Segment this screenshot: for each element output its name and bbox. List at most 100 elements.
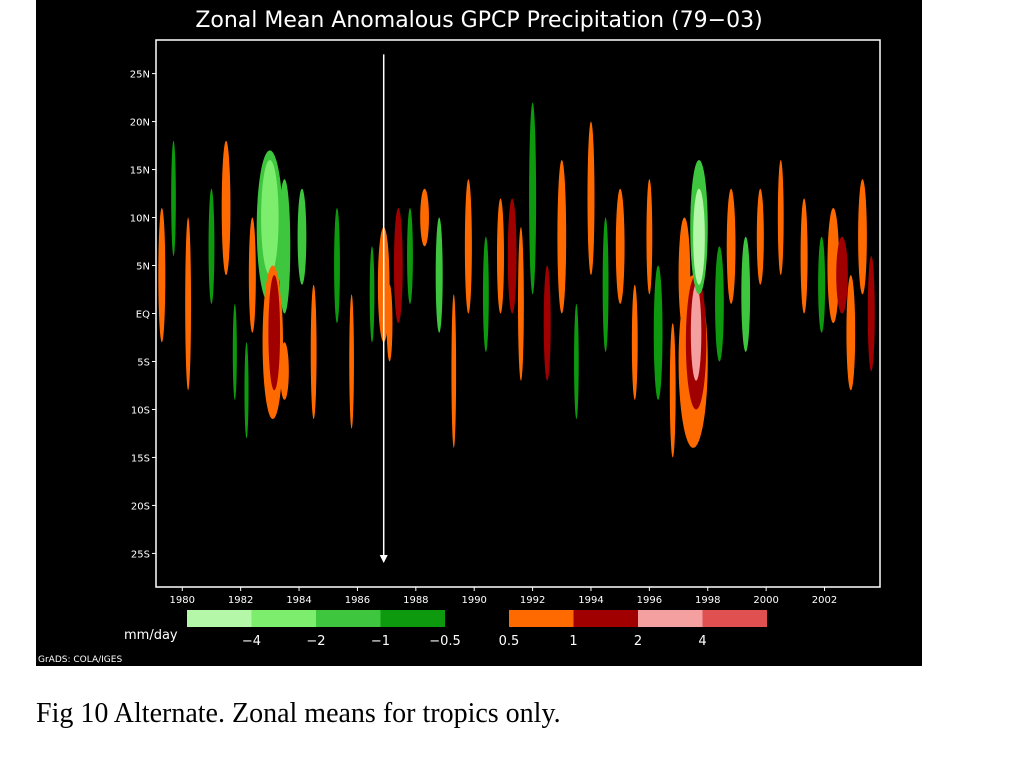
y-tick-label: 20S bbox=[131, 501, 150, 512]
colorbar-negative-segment bbox=[316, 610, 381, 627]
positive-anomaly-patch bbox=[726, 188, 736, 304]
footer-credit: GrADS: COLA/IGES bbox=[38, 655, 122, 665]
negative-anomaly-patch bbox=[232, 303, 237, 400]
positive-anomaly-patch bbox=[386, 284, 393, 362]
y-tick-label: EQ bbox=[136, 310, 150, 321]
chart-title: Zonal Mean Anomalous GPCP Precipitation … bbox=[195, 8, 762, 33]
colorbar-positive-segment bbox=[638, 610, 703, 627]
negative-anomaly-patch bbox=[602, 217, 609, 352]
x-tick-label: 1990 bbox=[461, 595, 486, 606]
figure-caption: Fig 10 Alternate. Zonal means for tropic… bbox=[36, 698, 561, 729]
positive-anomaly-patch bbox=[646, 179, 653, 295]
x-tick-label: 1982 bbox=[228, 595, 253, 606]
positive-anomaly-patch bbox=[557, 159, 567, 314]
plot-area bbox=[155, 39, 881, 588]
positive-anomaly-patch bbox=[836, 236, 848, 314]
positive-anomaly-patch bbox=[615, 188, 625, 304]
y-axis: 25N 20N 15N 10N 5N EQ 5S 10S 15S 20S 25S bbox=[130, 70, 156, 560]
colorbar-unit-label: mm/day bbox=[124, 628, 178, 643]
positive-anomaly-patch bbox=[543, 265, 551, 381]
positive-anomaly-patch bbox=[464, 179, 472, 314]
positive-anomaly-patch bbox=[827, 207, 840, 324]
negative-anomaly-patch bbox=[297, 188, 307, 285]
x-tick-label: 2000 bbox=[753, 595, 778, 606]
colorbar: −4 −2 −1 −0.5 0.5 1 2 4 bbox=[187, 610, 767, 649]
colorbar-level-label: 0.5 bbox=[499, 634, 520, 649]
y-tick-label: 5N bbox=[136, 262, 150, 273]
negative-anomaly-patch bbox=[818, 236, 826, 333]
x-tick-label: 1998 bbox=[695, 595, 720, 606]
positive-anomaly-patch bbox=[800, 198, 808, 314]
y-tick-label: 15N bbox=[130, 166, 150, 177]
colorbar-negative-segment bbox=[187, 610, 252, 627]
y-tick-label: 10N bbox=[130, 214, 150, 225]
negative-anomaly-patch bbox=[334, 207, 340, 324]
y-tick-label: 5S bbox=[137, 357, 150, 368]
positive-anomaly-patch bbox=[496, 198, 504, 314]
colorbar-negative-segment bbox=[251, 610, 316, 627]
positive-anomaly-patch bbox=[349, 294, 354, 429]
positive-anomaly-patch bbox=[631, 284, 638, 400]
positive-anomaly-patch bbox=[846, 275, 856, 391]
x-axis: 1980 1982 1984 1986 1988 1990 1992 1994 1996 1998… bbox=[170, 587, 837, 606]
y-tick-label: 15S bbox=[131, 453, 150, 464]
y-tick-label: 10S bbox=[131, 405, 150, 416]
positive-anomaly-patch bbox=[158, 207, 166, 343]
negative-anomaly-patch bbox=[435, 217, 443, 333]
negative-anomaly-patch bbox=[529, 102, 537, 295]
positive-anomaly-patch bbox=[280, 342, 289, 400]
x-tick-label: 1980 bbox=[170, 595, 195, 606]
colorbar-level-label: −0.5 bbox=[429, 634, 461, 649]
y-tick-label: 25N bbox=[130, 70, 150, 81]
colorbar-positive-segment bbox=[702, 610, 767, 627]
positive-anomaly-patch bbox=[858, 179, 867, 295]
x-tick-label: 1994 bbox=[578, 595, 603, 606]
x-tick-label: 1984 bbox=[286, 595, 311, 606]
colorbar-level-label: 2 bbox=[634, 634, 642, 649]
colorbar-level-label: 4 bbox=[698, 634, 706, 649]
positive-anomaly-patch bbox=[420, 188, 429, 247]
colorbar-level-label: −2 bbox=[306, 634, 325, 649]
positive-anomaly-patch bbox=[518, 227, 524, 381]
positive-anomaly-patch bbox=[669, 323, 676, 458]
negative-anomaly-patch bbox=[574, 303, 579, 420]
annotation-arrow-head bbox=[379, 555, 388, 564]
negative-anomaly-patch bbox=[715, 246, 724, 362]
negative-anomaly-patch bbox=[693, 188, 705, 285]
y-tick-label: 25S bbox=[131, 549, 150, 560]
colorbar-positive-segment bbox=[509, 610, 574, 627]
positive-anomaly-patch bbox=[507, 198, 517, 314]
negative-anomaly-patch bbox=[741, 236, 751, 352]
x-tick-label: 1986 bbox=[345, 595, 370, 606]
colorbar-positive-segment bbox=[573, 610, 638, 627]
positive-anomaly-patch bbox=[221, 140, 231, 276]
negative-anomaly-patch bbox=[244, 342, 249, 439]
x-tick-label: 1988 bbox=[403, 595, 428, 606]
positive-anomaly-patch bbox=[777, 159, 784, 276]
negative-anomaly-patch bbox=[261, 159, 279, 276]
negative-anomaly-patch bbox=[208, 188, 215, 304]
positive-anomaly-patch bbox=[268, 275, 281, 391]
positive-anomaly-patch bbox=[867, 255, 875, 372]
negative-anomaly-patch bbox=[482, 236, 489, 352]
negative-anomaly-patch bbox=[369, 246, 375, 343]
negative-anomaly-patch bbox=[171, 140, 176, 256]
x-tick-label: 1996 bbox=[637, 595, 662, 606]
x-tick-label: 1992 bbox=[520, 595, 545, 606]
negative-anomaly-patch bbox=[278, 179, 291, 314]
positive-anomaly-patch bbox=[690, 284, 702, 381]
chart-figure: Zonal Mean Anomalous GPCP Precipitation … bbox=[36, 0, 922, 666]
colorbar-negative-segment bbox=[380, 610, 445, 627]
positive-anomaly-patch bbox=[451, 294, 457, 448]
positive-anomaly-patch bbox=[756, 188, 764, 285]
positive-anomaly-patch bbox=[185, 217, 192, 391]
colorbar-level-label: 1 bbox=[569, 634, 577, 649]
positive-anomaly-patch bbox=[393, 207, 403, 324]
negative-anomaly-patch bbox=[653, 265, 663, 400]
y-tick-label: 20N bbox=[130, 118, 150, 129]
positive-anomaly-patch bbox=[310, 284, 317, 420]
colorbar-level-label: −4 bbox=[242, 634, 261, 649]
x-tick-label: 2002 bbox=[812, 595, 837, 606]
negative-anomaly-patch bbox=[407, 207, 413, 304]
positive-anomaly-patch bbox=[587, 121, 595, 276]
